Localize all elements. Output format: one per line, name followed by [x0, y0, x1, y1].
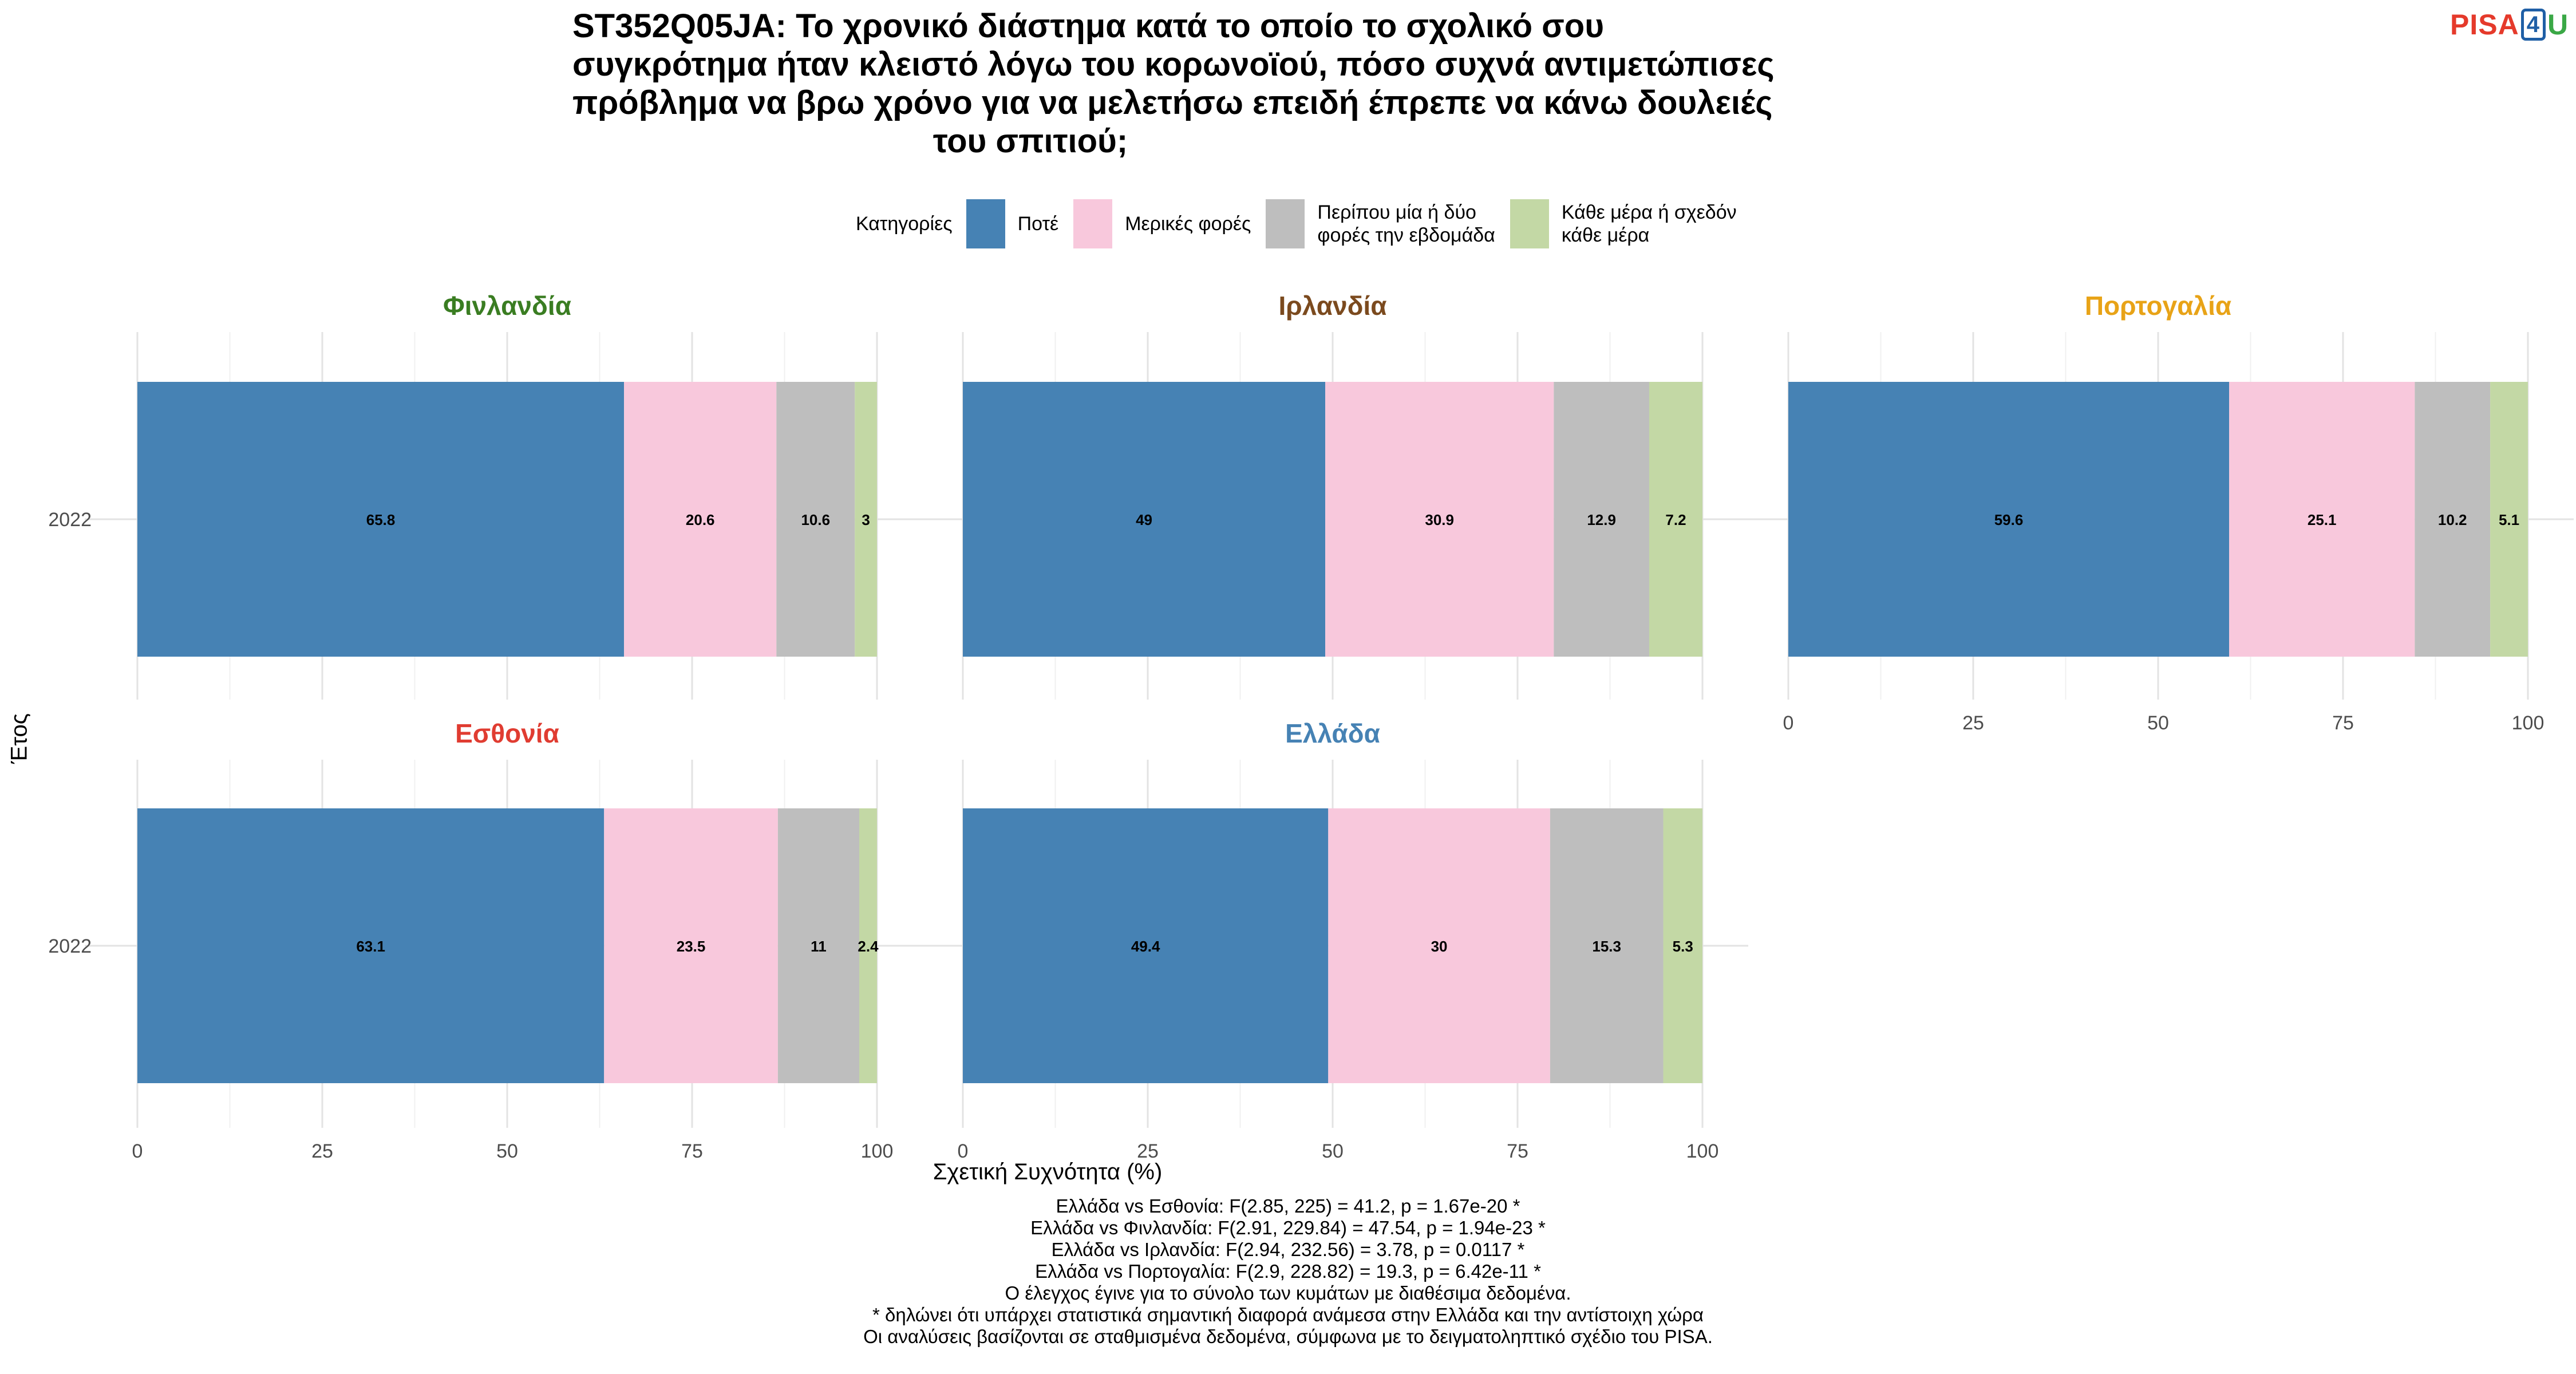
- bar-segment: [1328, 808, 1550, 1083]
- bar-segment: [137, 382, 625, 657]
- x-tick-label: 100: [861, 1140, 894, 1162]
- x-tick-label: 75: [2332, 712, 2354, 734]
- legend: Κατηγορίες Ποτέ Μερικές φορές Περίπου μί…: [856, 198, 1752, 250]
- bar-segment: [2490, 382, 2528, 657]
- bar-segment: [859, 808, 877, 1083]
- data-label: 5.1: [2499, 511, 2519, 528]
- footnote-line: Οι αναλύσεις βασίζονται σε σταθμισμένα δ…: [863, 1326, 1713, 1347]
- bar-segment: [624, 382, 777, 657]
- panel-title: Ελλάδα: [1285, 718, 1380, 748]
- x-tick-label: 25: [1962, 712, 1984, 734]
- footnote-line: Ελλάδα vs Φινλανδία: F(2.91, 229.84) = 4…: [1030, 1217, 1546, 1238]
- x-tick-label: 100: [1686, 1140, 1719, 1162]
- title-line: του σπιτιού;: [933, 123, 1128, 160]
- panel-title: Ιρλανδία: [1278, 291, 1386, 321]
- x-tick-label: 25: [311, 1140, 333, 1162]
- data-label: 20.6: [686, 511, 715, 528]
- legend-label: Κάθε μέρα ή σχεδόν κάθε μέρα: [1561, 202, 1737, 246]
- legend-key: [1073, 199, 1113, 248]
- footnote-line: Ελλάδα vs Εσθονία: F(2.85, 225) = 41.2, …: [1056, 1195, 1520, 1217]
- data-label: 5.3: [1673, 938, 1693, 955]
- bar-segment: [2415, 382, 2491, 657]
- logo-pisa: PISA: [2450, 9, 2519, 41]
- data-label: 63.1: [356, 938, 385, 955]
- bar-segment: [1325, 382, 1554, 657]
- bar-segment: [855, 382, 877, 657]
- panel-title: Πορτογαλία: [2085, 291, 2231, 321]
- footnote-line: Ελλάδα vs Ιρλανδία: F(2.94, 232.56) = 3.…: [1051, 1239, 1525, 1260]
- bar-segment: [137, 808, 605, 1083]
- logo-u: U: [2547, 9, 2569, 41]
- y-axis-title-text: Έτος: [6, 713, 32, 764]
- legend-key: [1510, 199, 1549, 248]
- legend-item-weekly: Περίπου μία ή δύο φορές την εβδομάδα: [1266, 199, 1495, 248]
- data-label: 3: [862, 511, 870, 528]
- bar-segment: [1649, 382, 1702, 657]
- data-label: 23.5: [677, 938, 706, 955]
- x-tick-label: 75: [1507, 1140, 1528, 1162]
- panel-title: Φινλανδία: [443, 291, 571, 321]
- data-label: 59.6: [1994, 511, 2024, 528]
- x-tick-label: 50: [2147, 712, 2169, 734]
- x-tick-label: 0: [132, 1140, 143, 1162]
- bar-segment: [1554, 382, 1649, 657]
- bar-segment: [963, 808, 1329, 1083]
- bar-segment: [776, 382, 855, 657]
- legend-item-daily: Κάθε μέρα ή σχεδόν κάθε μέρα: [1510, 199, 1737, 248]
- title-line: ST352Q05JA: Το χρονικό διάστημα κατά το …: [572, 7, 1604, 45]
- x-tick-label: 100: [2512, 712, 2545, 734]
- logo-four: 4: [2520, 9, 2546, 41]
- y-tick-label: 2022: [48, 935, 92, 957]
- legend-title: Κατηγορίες: [856, 212, 953, 235]
- data-label: 10.6: [801, 511, 830, 528]
- bar-segment: [2229, 382, 2415, 657]
- bar-segment: [1550, 808, 1664, 1083]
- footnote-line: Ο έλεγχος έγινε για το σύνολο των κυμάτω…: [1005, 1282, 1571, 1304]
- legend-label: Μερικές φορές: [1125, 213, 1251, 235]
- legend-key: [966, 199, 1005, 248]
- data-label: 15.3: [1592, 938, 1621, 955]
- x-tick-label: 50: [1322, 1140, 1344, 1162]
- data-label: 11: [811, 938, 827, 955]
- bar-segment: [604, 808, 778, 1083]
- bar-segment: [777, 808, 859, 1083]
- x-tick-label: 0: [1783, 712, 1794, 734]
- data-label: 65.8: [366, 511, 396, 528]
- bar-segment: [1788, 382, 2230, 657]
- x-tick-label: 75: [681, 1140, 703, 1162]
- bar-segment: [963, 382, 1326, 657]
- data-label: 49: [1136, 511, 1152, 528]
- legend-key: [1266, 199, 1305, 248]
- data-label: 10.2: [2438, 511, 2467, 528]
- x-tick-label: 25: [1137, 1140, 1159, 1162]
- pisa4u-logo: PISA 4 U: [2450, 8, 2569, 41]
- footnotes: Ελλάδα vs Εσθονία: F(2.85, 225) = 41.2, …: [704, 1195, 1872, 1348]
- data-label: 7.2: [1665, 511, 1686, 528]
- y-axis-title: Έτος: [2, 713, 37, 764]
- footnote-line: * δηλώνει ότι υπάρχει στατιστικά σημαντι…: [872, 1304, 1704, 1325]
- y-tick-label: 2022: [48, 509, 92, 531]
- x-axis-title: Σχετική Συχνότητα (%): [933, 1159, 1163, 1185]
- data-label: 2.4: [858, 938, 879, 955]
- legend-label: Περίπου μία ή δύο φορές την εβδομάδα: [1317, 202, 1495, 246]
- data-label: 30: [1431, 938, 1448, 955]
- panel-title: Εσθονία: [455, 718, 559, 748]
- data-label: 12.9: [1587, 511, 1616, 528]
- x-tick-label: 0: [958, 1140, 969, 1162]
- bar-segment: [1663, 808, 1702, 1083]
- data-label: 30.9: [1425, 511, 1454, 528]
- x-tick-label: 50: [496, 1140, 518, 1162]
- legend-item-sometimes: Μερικές φορές: [1073, 199, 1251, 248]
- legend-item-never: Ποτέ: [966, 199, 1059, 248]
- footnote-line: Ελλάδα vs Πορτογαλία: F(2.9, 228.82) = 1…: [1035, 1261, 1541, 1282]
- legend-label: Ποτέ: [1017, 213, 1059, 235]
- data-label: 49.4: [1131, 938, 1160, 955]
- data-label: 25.1: [2308, 511, 2337, 528]
